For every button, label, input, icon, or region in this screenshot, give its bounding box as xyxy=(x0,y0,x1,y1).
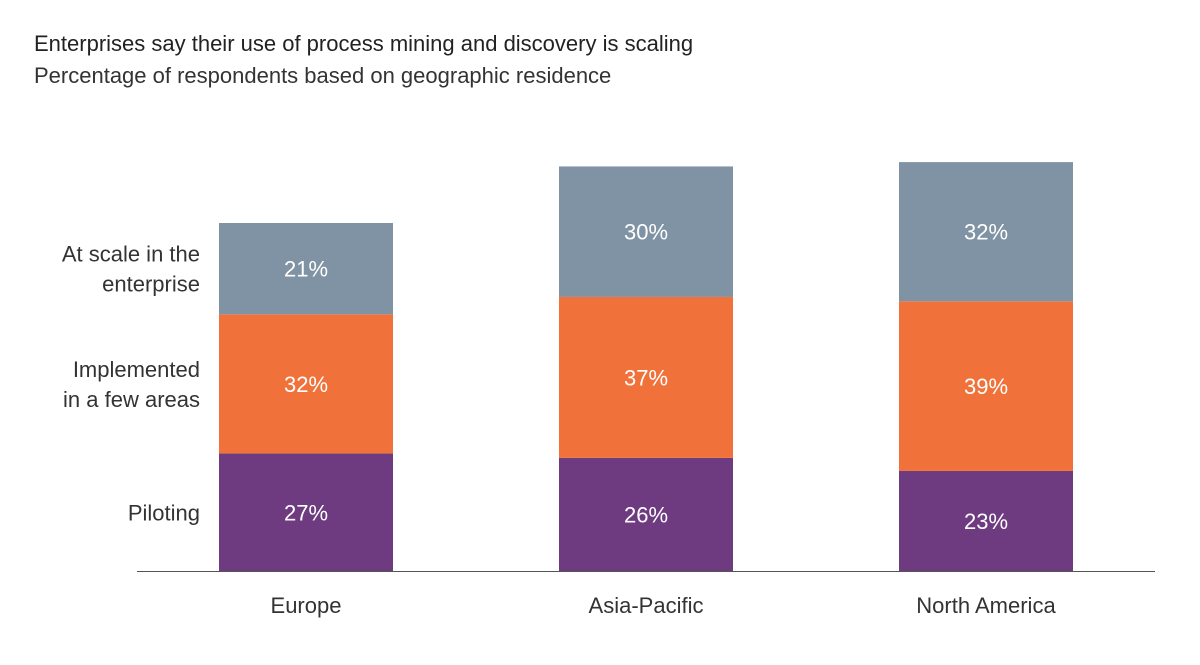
bar-segment xyxy=(559,296,733,458)
legend-label: enterprise xyxy=(102,272,200,297)
x-tick-label: North America xyxy=(916,593,1056,618)
legend-label: Implemented xyxy=(73,357,200,382)
data-label: 27% xyxy=(284,500,328,525)
x-tick-label: Asia-Pacific xyxy=(589,593,704,618)
data-label: 32% xyxy=(284,372,328,397)
data-label: 37% xyxy=(624,365,668,390)
bar-segment xyxy=(219,453,393,571)
bar-segment xyxy=(559,166,733,297)
legend-label: in a few areas xyxy=(63,387,200,412)
legend-label: At scale in the xyxy=(62,242,200,267)
bar-segment xyxy=(899,470,1073,571)
data-label: 21% xyxy=(284,257,328,282)
x-tick-label: Europe xyxy=(271,593,342,618)
chart-subtitle: Percentage of respondents based on geogr… xyxy=(34,63,612,88)
data-label: 39% xyxy=(964,374,1008,399)
bar-segment xyxy=(219,314,393,454)
data-label: 23% xyxy=(964,509,1008,534)
bar-segment xyxy=(899,162,1073,302)
data-label: 32% xyxy=(964,220,1008,245)
bar-segment xyxy=(559,457,733,571)
data-label: 30% xyxy=(624,220,668,245)
data-label: 26% xyxy=(624,502,668,527)
bar-segment xyxy=(219,223,393,315)
bar-segment xyxy=(899,301,1073,471)
legend-label: Piloting xyxy=(128,500,200,525)
chart-title: Enterprises say their use of process min… xyxy=(34,31,694,56)
